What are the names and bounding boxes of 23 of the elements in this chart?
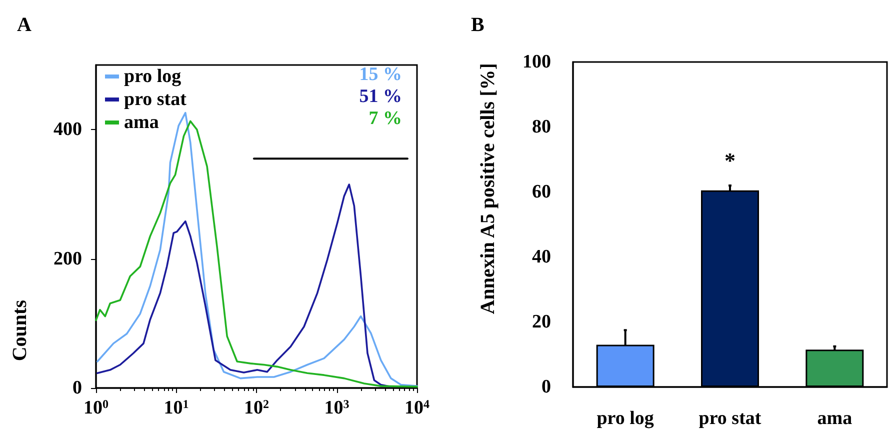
- x-tick-label: pro log: [596, 408, 654, 429]
- annotation: *: [724, 148, 736, 173]
- y-axis-title: Counts: [9, 300, 31, 362]
- legend-label: pro log: [124, 66, 182, 87]
- annotation: 7 %: [368, 108, 402, 129]
- x-tick-label: ama: [817, 408, 853, 429]
- y-axis-title: Annexin A5 positive cells [%]: [477, 63, 499, 314]
- annotation: 51 %: [359, 86, 402, 107]
- chart-title: B: [471, 14, 484, 36]
- y-tick-label: 400: [54, 119, 82, 140]
- chart-title: A: [17, 14, 32, 36]
- y-tick-label: 200: [54, 248, 82, 270]
- annotation: 15 %: [359, 64, 402, 85]
- y-tick-label: 60: [532, 182, 551, 202]
- legend-label: pro stat: [124, 89, 188, 110]
- x-tick-label: pro stat: [698, 408, 762, 429]
- y-tick-label: 100: [522, 52, 551, 72]
- y-tick-label: 0: [542, 376, 551, 398]
- y-tick-label: 40: [532, 246, 551, 268]
- y-tick-label: 80: [532, 116, 551, 138]
- y-tick-label: 20: [532, 312, 551, 332]
- y-tick-label: 0: [72, 378, 82, 398]
- legend-label: ama: [124, 112, 160, 133]
